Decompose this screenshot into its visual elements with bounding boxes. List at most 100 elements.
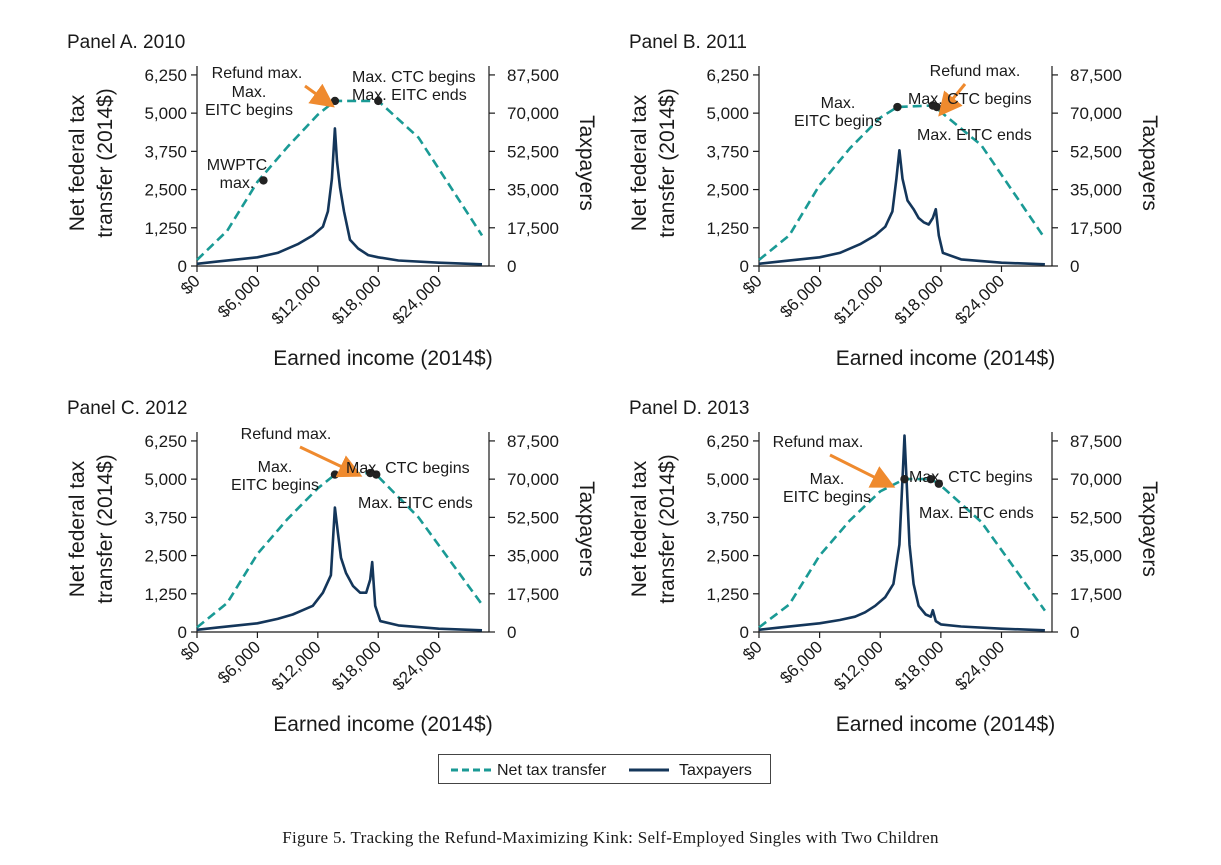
y-right-axis-label: Taxpayers — [1138, 115, 1161, 211]
y-right-tick-label: 52,500 — [1070, 508, 1122, 527]
x-axis-label: Earned income (2014$) — [273, 713, 492, 736]
annotation-label: Max. — [810, 471, 845, 488]
y-left-tick-label: 5,000 — [706, 470, 749, 489]
taxpayers-line — [758, 434, 1045, 632]
y-right-tick-label: 87,500 — [1070, 66, 1122, 85]
y-right-axis-label: Taxpayers — [575, 115, 598, 211]
y-left-tick-label: 6,250 — [144, 432, 187, 451]
net-transfer-line — [758, 104, 1046, 261]
y-right-tick-label: 35,000 — [1070, 181, 1122, 200]
taxpayers-line — [758, 149, 1045, 266]
annotation-label: Max. — [821, 95, 856, 112]
y-left-tick-label: 2,500 — [706, 547, 749, 566]
y-left-axis-label: transfer (2014$) — [94, 88, 117, 237]
annotation-label: Max. EITC ends — [358, 495, 473, 512]
kink-point — [926, 474, 935, 484]
x-tick-label: $18,000 — [891, 271, 948, 328]
x-tick-label: $12,000 — [830, 637, 887, 694]
taxpayers-line — [196, 127, 483, 266]
y-right-tick-label: 70,000 — [507, 104, 559, 123]
y-right-tick-label: 87,500 — [1070, 432, 1122, 451]
kink-point — [900, 474, 909, 484]
y-left-tick-label: 3,750 — [706, 142, 749, 161]
legend: Net tax transfer Taxpayers — [438, 754, 771, 784]
annotation-label: Max. EITC ends — [919, 505, 1034, 522]
x-axis-label: Earned income (2014$) — [836, 713, 1055, 736]
y-left-axis-label: Net federal tax — [66, 94, 89, 231]
y-right-tick-label: 0 — [1070, 623, 1079, 642]
y-left-axis-label: transfer (2014$) — [656, 88, 679, 237]
annotation-label: EITC begins — [205, 102, 293, 119]
x-axis-label: Earned income (2014$) — [273, 347, 492, 370]
x-tick-label: $18,000 — [891, 637, 948, 694]
y-right-tick-label: 0 — [1070, 257, 1079, 276]
y-left-tick-label: 0 — [178, 623, 187, 642]
y-right-tick-label: 35,000 — [507, 547, 559, 566]
y-left-axis-label: Net federal tax — [628, 460, 651, 597]
y-left-tick-label: 2,500 — [706, 181, 749, 200]
annotation-label: Max. CTC begins — [908, 91, 1032, 108]
panel-title: Panel C. 2012 — [67, 398, 187, 419]
kink-point — [259, 176, 268, 185]
x-tick-label: $12,000 — [268, 271, 325, 328]
y-right-tick-label: 17,500 — [507, 585, 559, 604]
y-left-tick-label: 3,750 — [706, 508, 749, 527]
y-right-axis-label: Taxpayers — [575, 481, 598, 577]
refund-max-arrow — [304, 83, 335, 108]
y-left-tick-label: 1,250 — [706, 585, 749, 604]
x-tick-label: $24,000 — [951, 637, 1008, 694]
y-right-tick-label: 17,500 — [1070, 585, 1122, 604]
legend-taxpayers-label: Taxpayers — [679, 762, 752, 779]
y-right-tick-label: 17,500 — [507, 219, 559, 238]
annotation-label: EITC begins — [783, 489, 871, 506]
y-right-tick-label: 70,000 — [507, 470, 559, 489]
y-left-tick-label: 6,250 — [706, 432, 749, 451]
figure-caption: Figure 5. Tracking the Refund-Maximizing… — [282, 828, 939, 847]
annotation-label: Max. CTC begins — [909, 469, 1033, 486]
y-left-tick-label: 3,750 — [144, 142, 187, 161]
kink-point — [330, 470, 340, 479]
y-right-tick-label: 87,500 — [507, 66, 559, 85]
y-right-tick-label: 52,500 — [507, 142, 559, 161]
panel-2: Panel B. 2011 0 1,250 2,500 3,750 5,000 6,250 0… — [628, 32, 1161, 370]
y-left-axis-label: Net federal tax — [66, 460, 89, 597]
y-right-tick-label: 70,000 — [1070, 104, 1122, 123]
annotation-label: Refund max. — [930, 63, 1021, 80]
y-left-tick-label: 0 — [178, 257, 187, 276]
annotation-label: Refund max. — [212, 65, 303, 82]
panel-1: Panel A. 2010 0 1,250 2,500 3,750 5,000 6,250 0… — [66, 32, 598, 370]
panel-3: Panel C. 2012 0 1,250 2,500 3,750 5,000 6,250 0… — [66, 398, 598, 736]
net-transfer-line — [196, 99, 484, 261]
refund-max-arrow — [938, 83, 967, 117]
refund-max-arrow — [299, 445, 363, 478]
x-tick-label: $24,000 — [951, 271, 1008, 328]
y-right-tick-label: 0 — [507, 623, 516, 642]
y-right-tick-label: 35,000 — [507, 181, 559, 200]
x-tick-label: $6,000 — [214, 637, 264, 687]
y-left-tick-label: 2,500 — [144, 547, 187, 566]
y-left-tick-label: 0 — [740, 623, 749, 642]
y-right-tick-label: 35,000 — [1070, 547, 1122, 566]
x-tick-label: $6,000 — [776, 271, 826, 321]
annotation-label: EITC begins — [794, 113, 882, 130]
annotation-label: MWPTC — [207, 157, 267, 174]
annotation-label: Refund max. — [241, 426, 332, 443]
panel-title: Panel B. 2011 — [629, 32, 747, 53]
y-left-axis-label: transfer (2014$) — [94, 454, 117, 603]
annotation-label: Max. — [232, 84, 267, 101]
annotation-label: Max. EITC ends — [352, 87, 467, 104]
x-tick-label: $12,000 — [830, 271, 887, 328]
panel-title: Panel A. 2010 — [67, 32, 185, 53]
panel-4: Panel D. 2013 0 1,250 2,500 3,750 5,000 6,250 0… — [628, 398, 1161, 736]
y-right-axis-label: Taxpayers — [1138, 481, 1161, 577]
y-left-tick-label: 6,250 — [144, 66, 187, 85]
y-left-tick-label: 1,250 — [706, 219, 749, 238]
y-left-axis-label: Net federal tax — [628, 94, 651, 231]
x-tick-label: $6,000 — [214, 271, 264, 321]
kink-point — [330, 96, 340, 106]
y-left-tick-label: 1,250 — [144, 219, 187, 238]
y-right-tick-label: 52,500 — [507, 508, 559, 527]
y-left-tick-label: 5,000 — [144, 470, 187, 489]
y-left-tick-label: 2,500 — [144, 181, 187, 200]
